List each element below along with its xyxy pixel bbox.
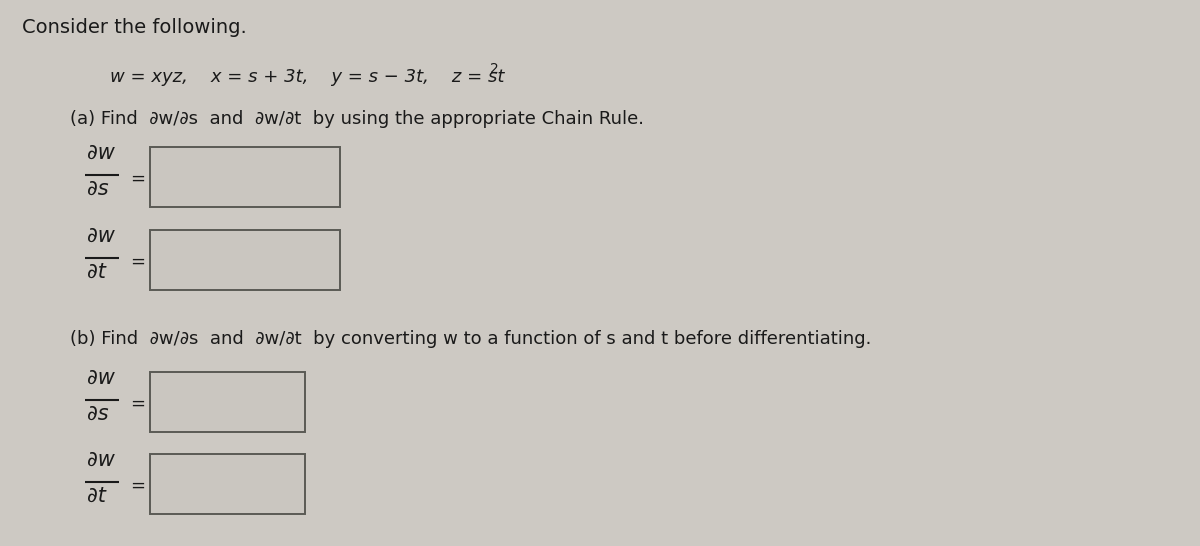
Text: ∂s: ∂s bbox=[88, 179, 109, 199]
Text: (a) Find  ∂w/∂s  and  ∂w/∂t  by using the appropriate Chain Rule.: (a) Find ∂w/∂s and ∂w/∂t by using the ap… bbox=[70, 110, 644, 128]
Text: ∂w: ∂w bbox=[88, 226, 115, 246]
Text: =: = bbox=[130, 170, 145, 188]
Text: w = xyz,    x = s + 3t,    y = s − 3t,    z = st: w = xyz, x = s + 3t, y = s − 3t, z = st bbox=[110, 68, 504, 86]
Text: 2: 2 bbox=[490, 62, 499, 76]
Text: ∂t: ∂t bbox=[88, 262, 106, 282]
Text: ∂w: ∂w bbox=[88, 368, 115, 388]
Text: =: = bbox=[130, 477, 145, 495]
Text: ∂t: ∂t bbox=[88, 486, 106, 506]
Text: ∂w: ∂w bbox=[88, 143, 115, 163]
Text: (b) Find  ∂w/∂s  and  ∂w/∂t  by converting w to a function of s and t before dif: (b) Find ∂w/∂s and ∂w/∂t by converting w… bbox=[70, 330, 871, 348]
Text: Consider the following.: Consider the following. bbox=[22, 18, 247, 37]
Bar bbox=[150, 147, 340, 207]
Bar bbox=[150, 454, 305, 514]
Text: ∂w: ∂w bbox=[88, 450, 115, 470]
Text: ∂s: ∂s bbox=[88, 404, 109, 424]
Text: =: = bbox=[130, 395, 145, 413]
Bar bbox=[150, 372, 305, 432]
Bar bbox=[150, 230, 340, 290]
Text: =: = bbox=[130, 253, 145, 271]
